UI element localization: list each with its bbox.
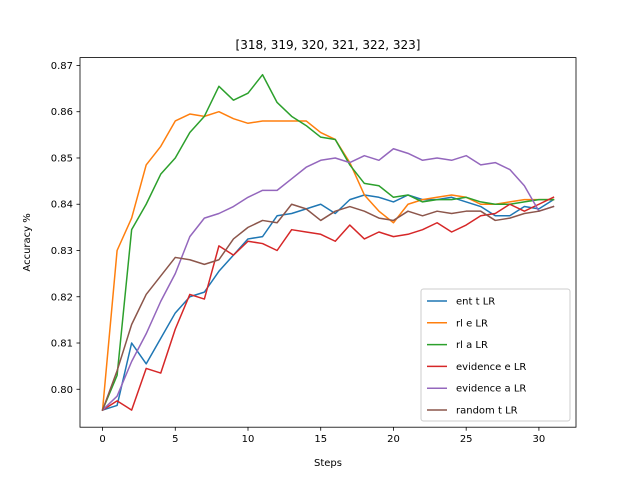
series-layer [101,73,555,412]
y-tick-label: 0.83 [51,246,73,257]
x-tick-label: 0 [99,434,105,445]
y-tick-label: 0.80 [51,385,73,396]
x-tick-label: 15 [314,434,327,445]
legend-label: evidence e LR [456,362,526,373]
series-line-evidence-e-lr [101,196,555,412]
x-tick-label: 30 [533,434,546,445]
series-line-rl-e-lr [101,110,555,411]
legend-box [420,288,571,422]
legend-label: rl a LR [456,340,488,351]
x-tick-label: 10 [242,434,255,445]
y-tick-label: 0.85 [51,153,73,164]
y-tick-label: 0.81 [51,339,73,350]
plot-frame [79,57,577,428]
y-tick-label: 0.87 [51,61,73,72]
series-line-rl-a-lr [101,73,555,412]
series-line-ent-t-lr [101,194,555,412]
legend-label: ent t LR [456,297,495,308]
legend-label: random t LR [456,406,518,417]
legend-label: rl e LR [456,318,488,329]
legend-label: evidence a LR [456,384,526,395]
x-tick-label: 25 [460,434,473,445]
axes-layer: 0 5 10 15 20 25 30 0.80 0.81 0.82 0.83 0.84 0.85 0.86… [51,61,546,445]
x-tick-label: 5 [172,434,178,445]
y-tick-label: 0.82 [51,292,73,303]
y-tick-label: 0.86 [51,107,73,118]
x-axis-label: Steps [314,458,342,469]
y-axis-label: Accuracy % [22,213,33,271]
y-tick-label: 0.84 [51,200,73,211]
x-tick-label: 20 [387,434,400,445]
series-line-random-t-lr [101,203,555,412]
series-line-evidence-a-lr [101,147,555,412]
chart-title: [318, 319, 320, 321, 322, 323] [236,38,421,52]
legend: ent t LR rl e LR rl a LR evidence e LR evide… [420,288,571,422]
